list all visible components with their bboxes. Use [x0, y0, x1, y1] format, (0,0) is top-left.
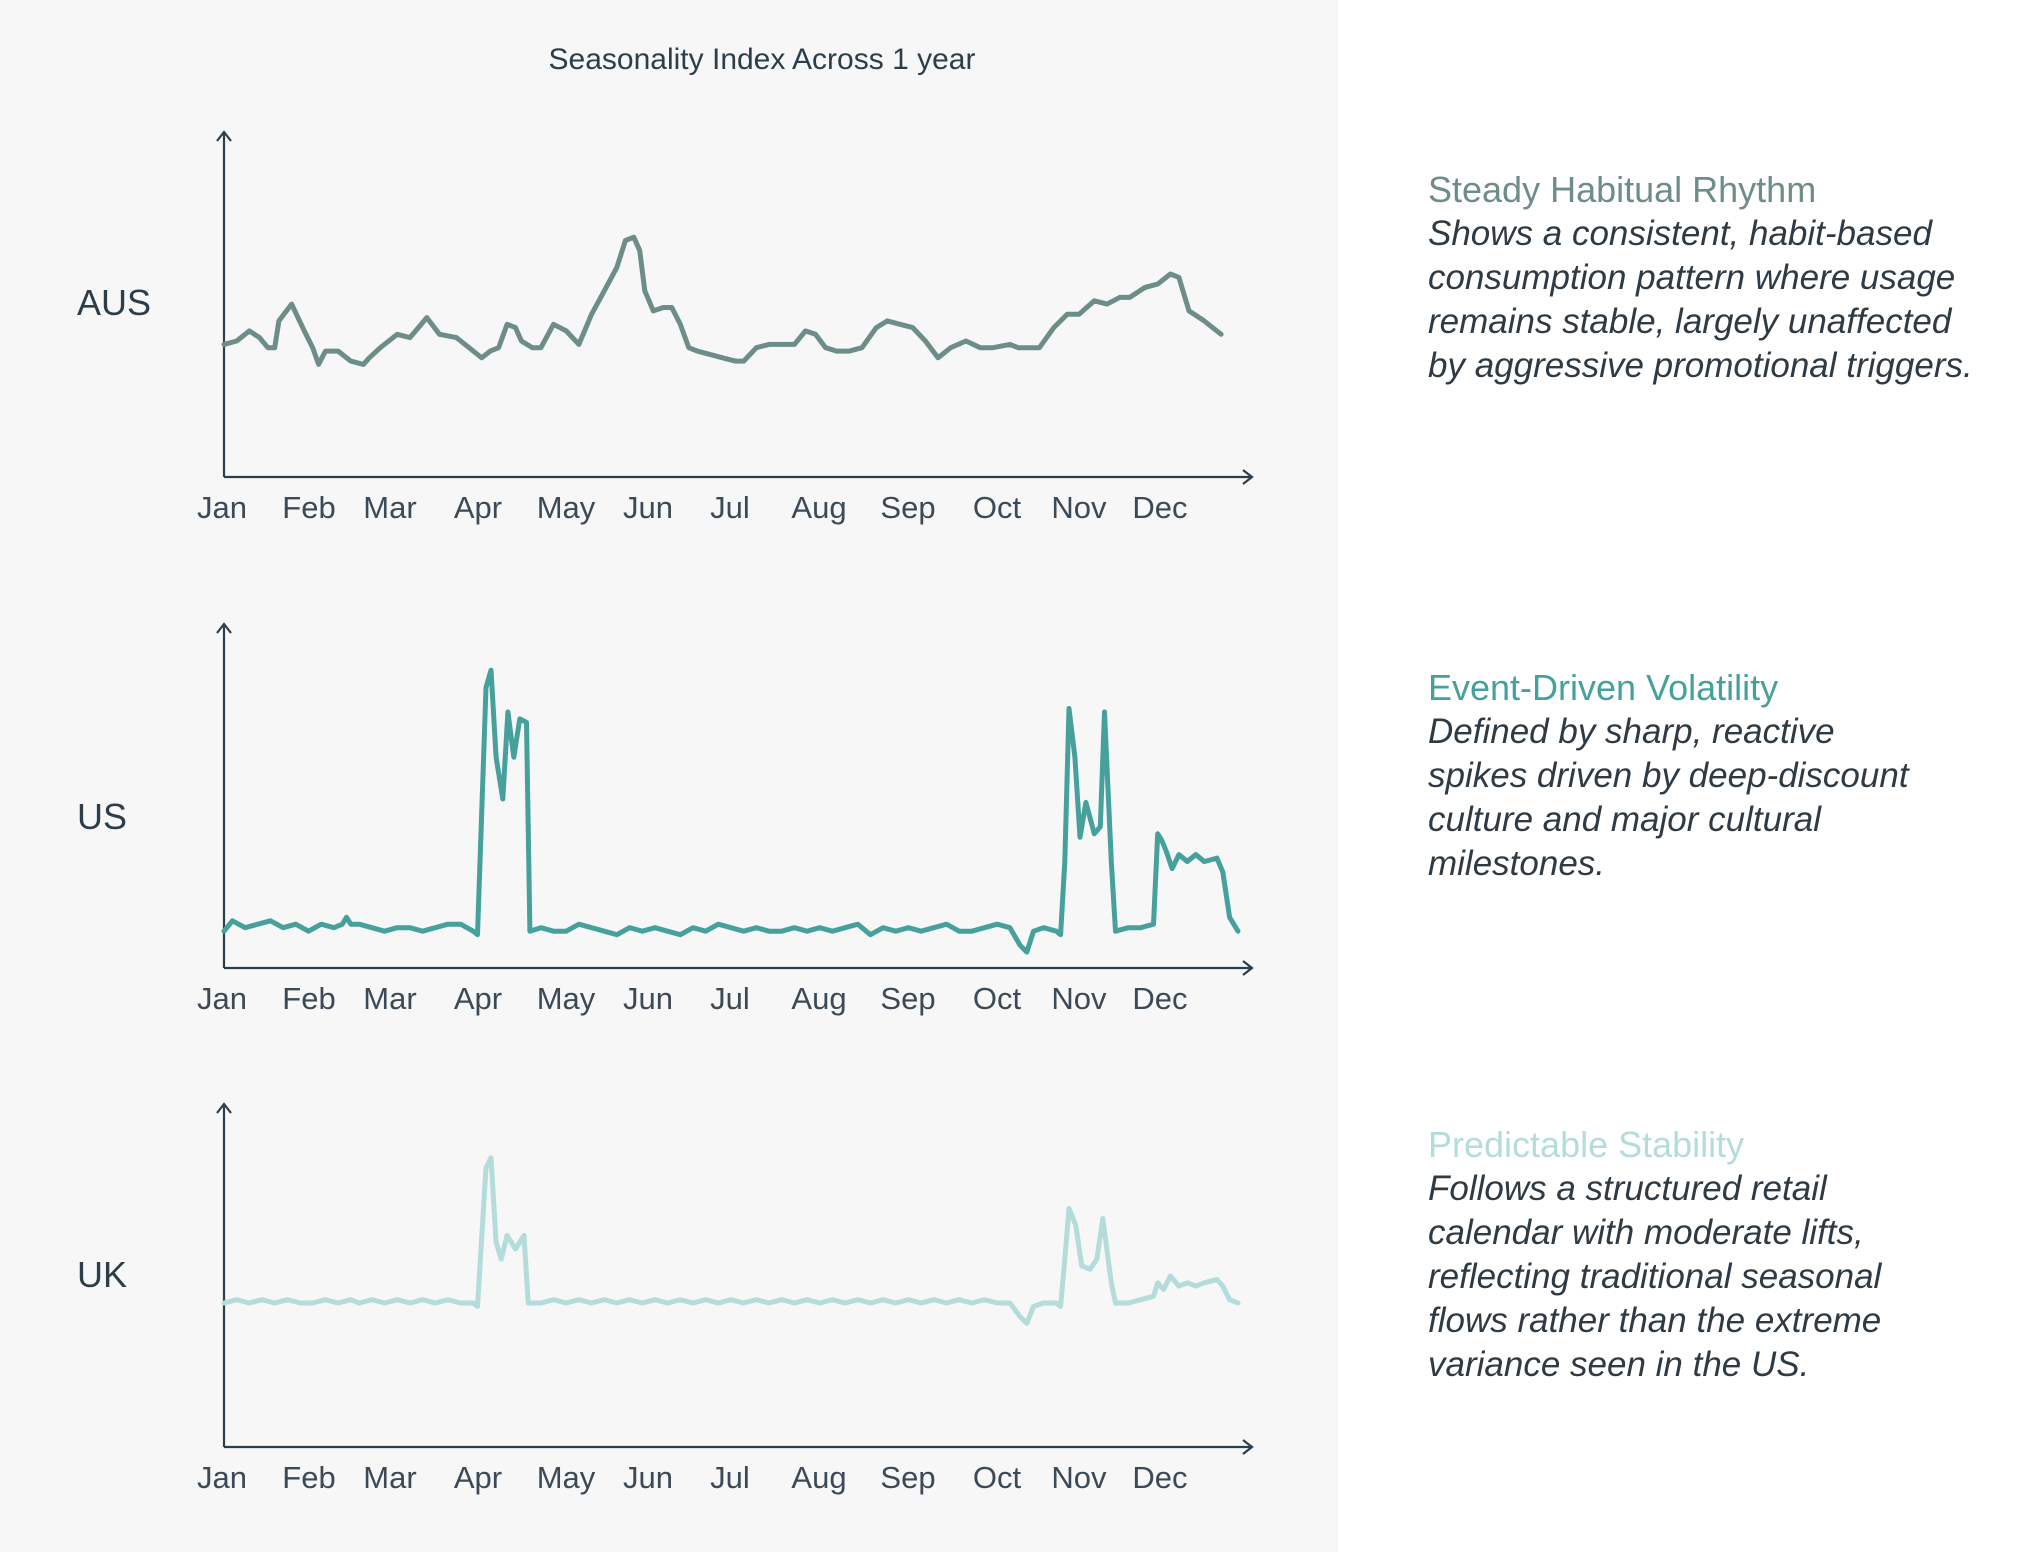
tick-label-aug: Aug	[791, 981, 846, 1016]
tick-label-oct: Oct	[973, 490, 1022, 525]
tick-label-mar: Mar	[363, 490, 416, 525]
tick-label-apr: Apr	[454, 490, 502, 525]
tick-label-mar: Mar	[363, 981, 416, 1016]
series-line-aus	[221, 234, 1224, 367]
description-title-aus: Steady Habitual Rhythm	[1428, 169, 1817, 210]
tick-label-aug: Aug	[791, 490, 846, 525]
x-axis-arrow	[1242, 960, 1254, 976]
tick-label-oct: Oct	[973, 981, 1022, 1016]
row-label-uk: UK	[77, 1254, 127, 1295]
y-axis-arrow	[216, 1102, 232, 1114]
tick-label-feb: Feb	[282, 981, 335, 1016]
tick-label-nov: Nov	[1051, 490, 1107, 525]
chart-title: Seasonality Index Across 1 year	[549, 43, 976, 76]
row-label-aus: AUS	[77, 282, 151, 323]
chart-panel: Seasonality Index Across 1 year AUS Jan Fe…	[77, 43, 1254, 1495]
tick-label-jan: Jan	[197, 1460, 247, 1495]
tick-label-sep: Sep	[880, 1460, 935, 1495]
description-body-aus: Shows a consistent, habit-based consumpt…	[1428, 214, 1973, 385]
tick-label-may: May	[537, 981, 596, 1016]
y-axis-arrow	[216, 622, 232, 634]
series-line-uk	[221, 1155, 1241, 1326]
tick-label-may: May	[537, 1460, 596, 1495]
tick-label-jan: Jan	[197, 490, 247, 525]
tick-label-jun: Jun	[623, 981, 673, 1016]
x-axis-arrow	[1242, 1439, 1254, 1455]
description-us: Event-Driven Volatility Defined by sharp…	[1428, 666, 2038, 886]
description-title-uk: Predictable Stability	[1428, 1124, 1745, 1165]
seasonality-charts: Seasonality Index Across 1 year AUS Jan Fe…	[77, 43, 1254, 1495]
tick-label-dec: Dec	[1132, 490, 1187, 525]
row-label-us: US	[77, 796, 127, 837]
x-axis-arrow	[1242, 469, 1254, 485]
tick-label-mar: Mar	[363, 1460, 416, 1495]
tick-label-nov: Nov	[1051, 981, 1107, 1016]
description-body-us: Defined by sharp, reactive spikes driven…	[1428, 712, 1909, 883]
tick-label-jul: Jul	[710, 981, 750, 1016]
chart-us: US Jan Feb Mar Apr May Jun Jul Aug Sep Oct Nov Dec	[77, 622, 1254, 1016]
tick-label-apr: Apr	[454, 981, 502, 1016]
tick-label-sep: Sep	[880, 490, 935, 525]
description-title-us: Event-Driven Volatility	[1428, 667, 1779, 708]
tick-label-jun: Jun	[623, 490, 673, 525]
description-uk: Predictable Stability Follows a structur…	[1428, 1123, 2038, 1387]
tick-label-aug: Aug	[791, 1460, 846, 1495]
chart-uk: UK Jan Feb Mar Apr May Jun Jul Aug Sep Oct Nov Dec	[77, 1102, 1254, 1495]
tick-label-feb: Feb	[282, 1460, 335, 1495]
series-line-us	[221, 667, 1241, 955]
y-axis-arrow	[216, 130, 232, 142]
tick-label-may: May	[537, 490, 596, 525]
tick-label-jul: Jul	[710, 1460, 750, 1495]
tick-label-oct: Oct	[973, 1460, 1022, 1495]
tick-label-apr: Apr	[454, 1460, 502, 1495]
chart-aus: AUS Jan Feb Mar Apr May Jun Jul Aug Sep Oct Nov Dec	[77, 130, 1254, 525]
tick-label-jan: Jan	[197, 981, 247, 1016]
tick-label-jul: Jul	[710, 490, 750, 525]
tick-label-feb: Feb	[282, 490, 335, 525]
description-aus: Steady Habitual Rhythm Shows a consisten…	[1428, 168, 2038, 388]
tick-label-nov: Nov	[1051, 1460, 1107, 1495]
tick-label-dec: Dec	[1132, 981, 1187, 1016]
tick-label-jun: Jun	[623, 1460, 673, 1495]
description-body-uk: Follows a structured retail calendar wit…	[1428, 1169, 1882, 1384]
tick-label-dec: Dec	[1132, 1460, 1187, 1495]
tick-label-sep: Sep	[880, 981, 935, 1016]
